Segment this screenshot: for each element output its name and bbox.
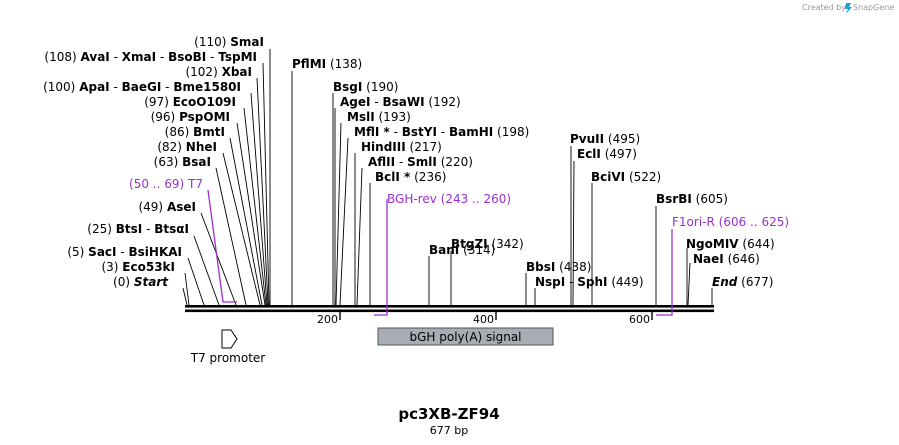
site-bsgi: BsgI (190): [333, 80, 398, 94]
site-ecoo109i: (97) EcoO109I: [144, 95, 236, 109]
pointer-asei: [200, 212, 237, 306]
pointer-btsi: [193, 235, 220, 306]
site-btgzi: BtgZI (342): [451, 237, 524, 251]
ruler-label-200: 200: [317, 313, 338, 326]
primer-t7-label: (50 .. 69) T7: [129, 177, 203, 191]
site-ecli: EclI (497): [577, 147, 637, 161]
primer-f1ori-marker: [656, 229, 673, 316]
pointer-start: [182, 287, 188, 306]
primer-f1ori-label: F1ori-R (606 .. 625): [672, 215, 789, 229]
site-nspi: NspI - SphI (449): [535, 275, 644, 289]
pointer-xbai: [256, 77, 269, 306]
pointer-naei: [687, 262, 691, 306]
site-msli: MslI (193): [347, 110, 411, 124]
pointer-nhei: [222, 152, 261, 306]
site-bbsi: BbsI (438): [526, 260, 591, 274]
snapgene-logo-icon: [845, 3, 852, 14]
site-smai: (110) SmaI: [194, 35, 264, 49]
site-bsrbi: BsrBI (605): [656, 192, 728, 206]
site-end: End (677): [712, 275, 773, 289]
pointer-psp: [236, 122, 266, 306]
site-pointer-lines: [182, 49, 713, 306]
pointer-aflii: [356, 167, 363, 306]
credit-created-by: Created by: [802, 3, 846, 12]
t7-promoter-arrow-icon: [221, 329, 238, 349]
ruler-label-600: 600: [629, 313, 650, 326]
sequence-backbone-bottom: [185, 309, 714, 313]
site-psp: (96) PspOMI: [151, 110, 230, 124]
site-bmti: (86) BmtI: [165, 125, 225, 139]
site-aflii: AflII - SmlI (220): [368, 155, 473, 169]
plasmid-length: 677 bp: [430, 424, 468, 437]
site-bani: BanI (314): [429, 243, 495, 257]
site-btsi: (25) BtsI - BtsαI: [87, 222, 189, 236]
site-mfli: MflI * - BstYI - BamHI (198): [354, 125, 529, 139]
site-bsai: (63) BsaI: [154, 155, 211, 169]
site-xbai: (102) XbaI: [185, 65, 252, 79]
site-naei: NaeI (646): [693, 252, 760, 266]
site-bcivi: BciVI (522): [591, 170, 661, 184]
pointer-bsai: [215, 167, 247, 306]
ruler-label-400: 400: [473, 313, 494, 326]
primer-markers: [207, 189, 673, 316]
pointer-msli: [335, 122, 342, 306]
primer-bgh-rev-label: BGH-rev (243 .. 260): [387, 192, 511, 206]
site-ngomiv: NgoMIV (644): [686, 237, 775, 251]
plasmid-name: pc3XB-ZF94: [398, 405, 499, 423]
site-asei: (49) AseI: [138, 200, 196, 214]
site-start: (0) Start: [113, 275, 169, 289]
site-bcli: BclI * (236): [375, 170, 446, 184]
primer-t7-marker: [207, 189, 237, 303]
site-saci: (5) SacI - BsiHKAI: [67, 245, 182, 259]
site-pvuii: PvuII (495): [570, 132, 640, 146]
pointer-ecoo: [243, 107, 267, 306]
credit-brand: SnapGene: [853, 3, 894, 12]
site-hindiii: HindIII (217): [361, 140, 442, 154]
bgh-polya-label: bGH poly(A) signal: [409, 330, 521, 344]
ruler-ticks: [339, 312, 653, 320]
primer-bgh-rev-marker: [374, 199, 388, 316]
pointer-avai: [262, 62, 270, 306]
bgh-polya-feature: [377, 327, 554, 346]
pointer-apai: [250, 92, 268, 306]
site-avai: (108) AvaI - XmaI - BsoBI - TspMI: [44, 50, 257, 64]
pointer-mfli: [339, 137, 349, 306]
site-nhei: (82) NheI: [157, 140, 217, 154]
t7-promoter-label: T7 promoter: [190, 351, 266, 365]
site-eco53ki: (3) Eco53kI: [101, 260, 175, 274]
sequence-backbone-top: [185, 305, 714, 308]
site-apai: (100) ApaI - BaeGI - Bme1580I: [43, 80, 241, 94]
site-pflmi: PflMI (138): [292, 57, 362, 71]
pointer-eco53: [184, 272, 190, 306]
pointer-saci: [187, 257, 205, 306]
pointer-ecli: [572, 160, 575, 306]
site-agei: AgeI - BsaWI (192): [340, 95, 461, 109]
pointer-bmti: [229, 137, 263, 306]
